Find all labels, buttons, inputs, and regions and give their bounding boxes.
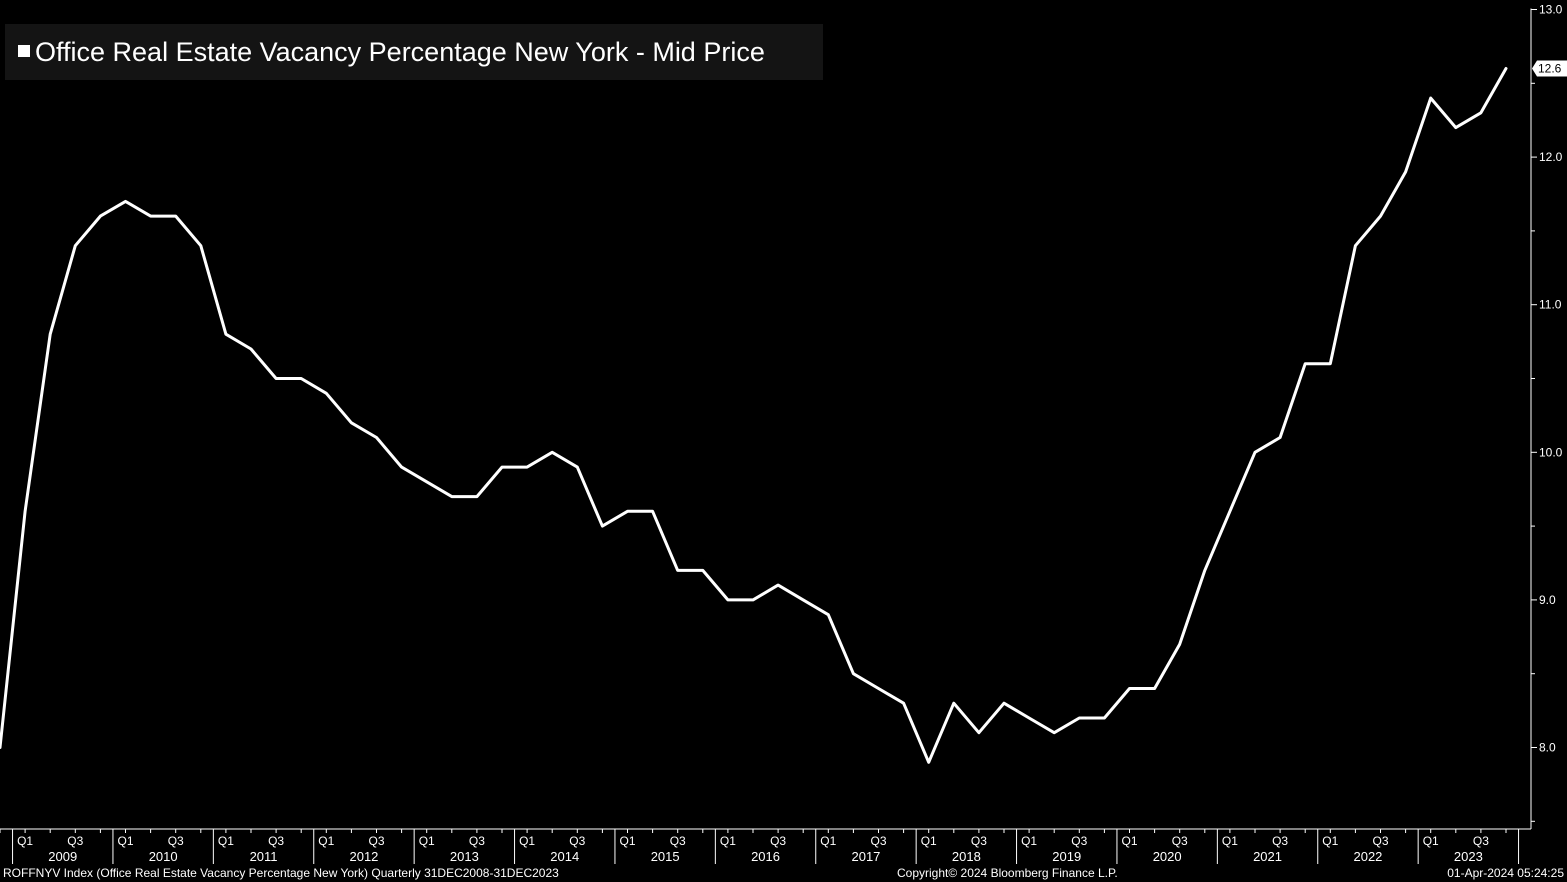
x-quarter-label: Q1 xyxy=(820,834,836,848)
x-quarter-label: Q3 xyxy=(870,834,886,848)
x-year-label: 2016 xyxy=(751,849,780,864)
x-quarter-label: Q1 xyxy=(1423,834,1439,848)
year-labels: 2009 2010 2011 2012 2013 2014 2015 2016 2017 2018… xyxy=(12,829,1520,864)
x-year-label: 2015 xyxy=(651,849,680,864)
last-value-tag xyxy=(1532,60,1567,77)
footer-timestamp: 01-Apr-2024 05:24:25 xyxy=(1447,866,1564,880)
y-tick-label: 12.0 xyxy=(1539,150,1563,164)
x-quarter-label: Q1 xyxy=(117,834,133,848)
last-value-marker: 12.6 xyxy=(1532,60,1567,77)
x-year-label: 2010 xyxy=(149,849,178,864)
legend-swatch-icon xyxy=(18,45,30,57)
x-year-label: 2013 xyxy=(450,849,479,864)
y-tick-label: 10.0 xyxy=(1539,445,1563,459)
x-quarter-label: Q1 xyxy=(17,834,33,848)
x-year-label: 2022 xyxy=(1353,849,1382,864)
x-year-label: 2023 xyxy=(1454,849,1483,864)
x-quarter-label: Q3 xyxy=(1172,834,1188,848)
x-quarter-label: Q3 xyxy=(1272,834,1288,848)
x-year-label: 2014 xyxy=(550,849,579,864)
x-quarter-label: Q1 xyxy=(318,834,334,848)
x-quarter-label: Q3 xyxy=(971,834,987,848)
x-year-label: 2021 xyxy=(1253,849,1282,864)
series-line xyxy=(0,67,1508,764)
last-value-label: 12.6 xyxy=(1538,62,1562,76)
x-quarter-label: Q3 xyxy=(67,834,83,848)
y-tick-label: 11.0 xyxy=(1539,298,1562,312)
x-year-label: 2012 xyxy=(349,849,378,864)
x-quarter-label: Q3 xyxy=(1473,834,1489,848)
series-layer xyxy=(0,67,1508,764)
x-quarter-label: Q3 xyxy=(569,834,585,848)
axes: 8.0 9.0 10.0 11.0 12.0 13.0 Q1 Q3 Q1 Q3 Q1 Q3 Q1 Q3 Q1… xyxy=(0,3,1563,848)
y-tick-label: 9.0 xyxy=(1539,593,1556,607)
x-quarter-label: Q1 xyxy=(218,834,234,848)
x-year-label: 2011 xyxy=(250,849,278,864)
x-quarter-label: Q1 xyxy=(921,834,937,848)
x-quarter-label: Q3 xyxy=(469,834,485,848)
x-year-label: 2018 xyxy=(952,849,981,864)
y-tick-label: 8.0 xyxy=(1539,741,1556,755)
x-quarter-label: Q1 xyxy=(1322,834,1338,848)
x-quarter-label: Q3 xyxy=(368,834,384,848)
footer-ticker-info: ROFFNYV Index (Office Real Estate Vacanc… xyxy=(3,866,559,880)
x-quarter-label: Q3 xyxy=(1071,834,1087,848)
x-quarter-label: Q1 xyxy=(419,834,435,848)
x-quarter-label: Q3 xyxy=(770,834,786,848)
x-quarter-label: Q1 xyxy=(1222,834,1238,848)
x-year-label: 2019 xyxy=(1052,849,1081,864)
x-year-label: 2009 xyxy=(48,849,77,864)
chart-title: Office Real Estate Vacancy Percentage Ne… xyxy=(35,37,765,67)
x-quarter-label: Q1 xyxy=(1121,834,1137,848)
footer-copyright: Copyright© 2024 Bloomberg Finance L.P. xyxy=(897,866,1118,880)
x-quarter-label: Q1 xyxy=(519,834,535,848)
x-quarter-label: Q1 xyxy=(720,834,736,848)
x-year-label: 2020 xyxy=(1153,849,1182,864)
y-tick-label: 13.0 xyxy=(1539,3,1563,17)
legend: Office Real Estate Vacancy Percentage Ne… xyxy=(5,24,823,80)
x-quarter-label: Q3 xyxy=(268,834,284,848)
x-quarter-label: Q1 xyxy=(1021,834,1037,848)
x-year-label: 2017 xyxy=(851,849,880,864)
x-quarter-label: Q1 xyxy=(619,834,635,848)
x-quarter-label: Q3 xyxy=(670,834,686,848)
x-quarter-label: Q3 xyxy=(168,834,184,848)
x-quarter-label: Q3 xyxy=(1372,834,1388,848)
